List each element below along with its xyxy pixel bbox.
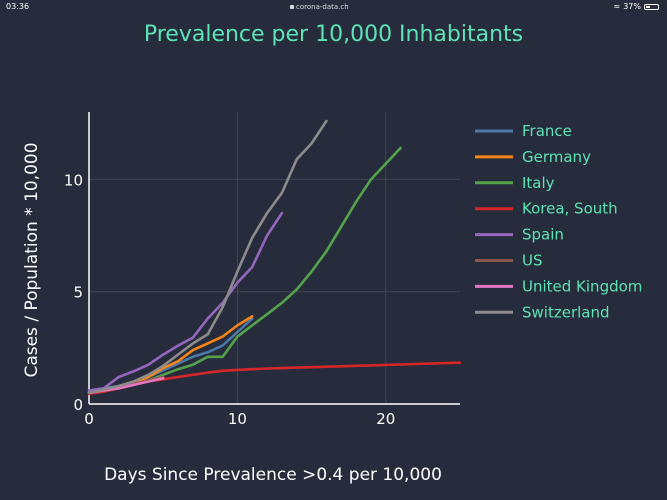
legend-item-switzerland[interactable]: Switzerland xyxy=(475,303,610,321)
legend-item-spain[interactable]: Spain xyxy=(475,226,564,244)
legend-label: Italy xyxy=(522,174,555,192)
series-line-spain xyxy=(87,211,284,392)
chart-title: Prevalence per 10,000 Inhabitants xyxy=(143,22,524,47)
wifi-icon: ≈ xyxy=(613,2,621,11)
legend-label: US xyxy=(522,252,543,270)
battery-icon xyxy=(644,3,659,10)
legend-label: Switzerland xyxy=(522,303,610,321)
legend[interactable]: France Germany Italy Korea, South Spain US Uni… xyxy=(475,122,642,321)
status-time: 03:36 xyxy=(6,2,30,11)
legend-item-france[interactable]: France xyxy=(475,122,572,140)
y-tick-label: 0 xyxy=(73,396,83,414)
tick-layer: 0 10 20 0 5 10 xyxy=(64,171,395,428)
x-tick-label: 10 xyxy=(228,410,247,428)
x-axis-title: Days Since Prevalence >0.4 per 10,000 xyxy=(104,465,442,485)
series-layer xyxy=(87,119,462,396)
y-tick-label: 5 xyxy=(73,284,83,302)
legend-item-korea-south[interactable]: Korea, South xyxy=(475,200,618,218)
legend-item-italy[interactable]: Italy xyxy=(475,174,555,192)
legend-label: Korea, South xyxy=(522,200,618,218)
battery-percent: 37% xyxy=(623,2,641,11)
series-line-italy xyxy=(87,146,402,395)
grid-layer xyxy=(88,112,460,405)
legend-label: Spain xyxy=(522,226,564,244)
y-tick-label: 10 xyxy=(64,171,83,189)
address-bar[interactable]: corona-data.ch xyxy=(290,3,349,11)
y-axis-title: Cases / Population * 10,000 xyxy=(22,142,42,377)
status-indicators: ≈ 37% xyxy=(614,2,659,11)
series-line-switzerland xyxy=(87,119,328,395)
legend-label: United Kingdom xyxy=(522,277,642,295)
legend-item-us[interactable]: US xyxy=(475,252,543,270)
status-bar: 03:36 corona-data.ch ≈ 37% xyxy=(0,0,667,14)
legend-item-united-kingdom[interactable]: United Kingdom xyxy=(475,277,642,295)
x-tick-label: 0 xyxy=(84,410,94,428)
legend-label: France xyxy=(522,122,572,140)
legend-item-germany[interactable]: Germany xyxy=(475,148,591,166)
lock-icon xyxy=(290,5,294,9)
battery-fill xyxy=(646,5,651,8)
legend-label: Germany xyxy=(522,148,591,166)
x-tick-label: 20 xyxy=(376,410,395,428)
address-bar-url: corona-data.ch xyxy=(296,3,349,11)
